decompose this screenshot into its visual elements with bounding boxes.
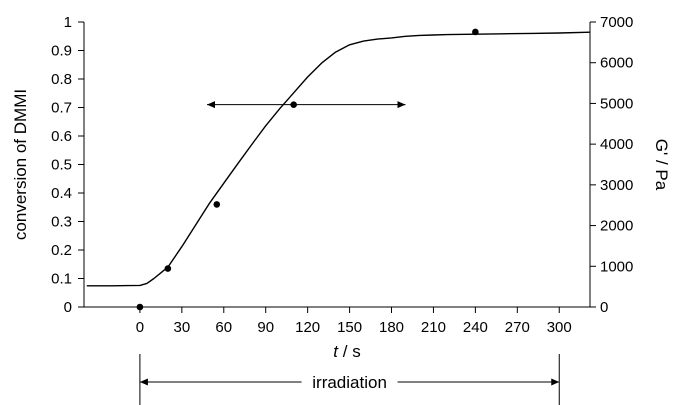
y-right-tick-label: 1000 (600, 258, 633, 275)
labels-layer: 0 0.1 0.2 0.3 0.4 0.5 0.6 0.7 0.8 0.9 1 0 1000 2000 30… (11, 14, 671, 392)
x-tick-label: 150 (337, 319, 362, 336)
conversion-point (213, 201, 221, 208)
y-left-tick-label: 1 (64, 14, 72, 31)
conversion-point (164, 265, 172, 272)
left-arrowhead-icon (207, 101, 216, 109)
x-tick-label: 270 (505, 319, 530, 336)
x-tick-label: 180 (379, 319, 404, 336)
y-left-tick-label: 0.9 (51, 43, 72, 60)
y-left-tick-label: 0.6 (51, 128, 72, 145)
y-left-tick-label: 0.8 (51, 71, 72, 88)
x-tick-label: 240 (463, 319, 488, 336)
conversion-point (472, 28, 479, 36)
y-right-tick-label: 5000 (600, 95, 633, 112)
x-tick-label: 30 (174, 319, 191, 336)
bracket-left-arrowhead-icon (139, 378, 148, 386)
x-tick-label: 300 (547, 319, 572, 336)
x-tick-label: 0 (136, 319, 144, 336)
y-right-tick-label: 6000 (600, 55, 633, 72)
x-tick-label: 210 (421, 319, 446, 336)
x-axis-title-unit: / s (338, 342, 361, 361)
series-layer (86, 28, 591, 311)
y-left-tick-label: 0.4 (51, 185, 72, 202)
conversion-point (136, 303, 144, 311)
x-axis-title: t / s (333, 342, 360, 361)
y-left-tick-label: 0.1 (51, 271, 72, 288)
y-right-tick-label: 2000 (600, 218, 633, 235)
y-right-tick-label: 7000 (600, 14, 633, 31)
y-left-tick-label: 0.3 (51, 214, 72, 231)
modulus-curve (86, 31, 591, 287)
y-left-axis-title: conversion of DMMI (11, 89, 30, 240)
y-right-tick-label: 4000 (600, 136, 633, 153)
y-left-tick-label: 0 (64, 299, 72, 316)
y-right-axis-title: G' / Pa (652, 139, 671, 191)
y-left-tick-label: 0.5 (51, 157, 72, 174)
right-arrowhead-icon (397, 101, 406, 109)
y-right-tick-label: 3000 (600, 177, 633, 194)
y-right-tick-label: 0 (600, 299, 608, 316)
x-tick-label: 90 (257, 319, 274, 336)
x-tick-label: 60 (215, 319, 232, 336)
y-left-tick-label: 0.2 (51, 242, 72, 259)
axes-layer (78, 21, 596, 313)
x-tick-label: 120 (295, 319, 320, 336)
annotation-layer (139, 101, 560, 405)
x-axis-title-variable: t (333, 342, 339, 361)
y-left-tick-label: 0.7 (51, 100, 72, 117)
irradiation-label: irradiation (312, 373, 387, 392)
bracket-right-arrowhead-icon (551, 378, 560, 386)
